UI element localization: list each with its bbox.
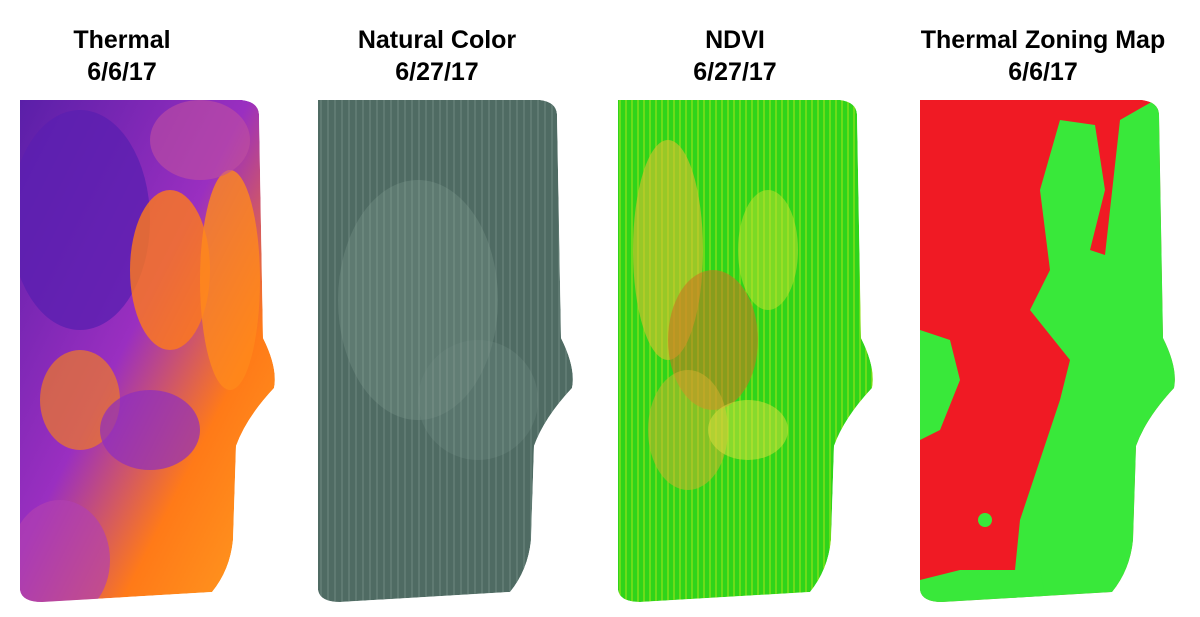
zoning-map [920,100,1175,602]
thermal-map [20,100,275,602]
panel-title: Thermal Zoning Map [921,26,1165,54]
panel-date: 6/6/17 [1008,58,1078,86]
panel-title: Thermal [73,26,170,54]
panel-date: 6/27/17 [395,58,478,86]
panel-date: 6/6/17 [87,58,157,86]
panel-title: NDVI [705,26,765,54]
panel-thermal: Thermal 6/6/17 [20,26,275,602]
natural-color-map [318,100,573,602]
panel-thermal-zoning: Thermal Zoning Map 6/6/17 [920,26,1175,602]
ndvi-map [618,100,873,602]
panel-title: Natural Color [358,26,517,54]
panel-ndvi: NDVI 6/27/17 [618,26,873,602]
panel-date: 6/27/17 [693,58,776,86]
panel-natural-color: Natural Color 6/27/17 [318,26,573,602]
